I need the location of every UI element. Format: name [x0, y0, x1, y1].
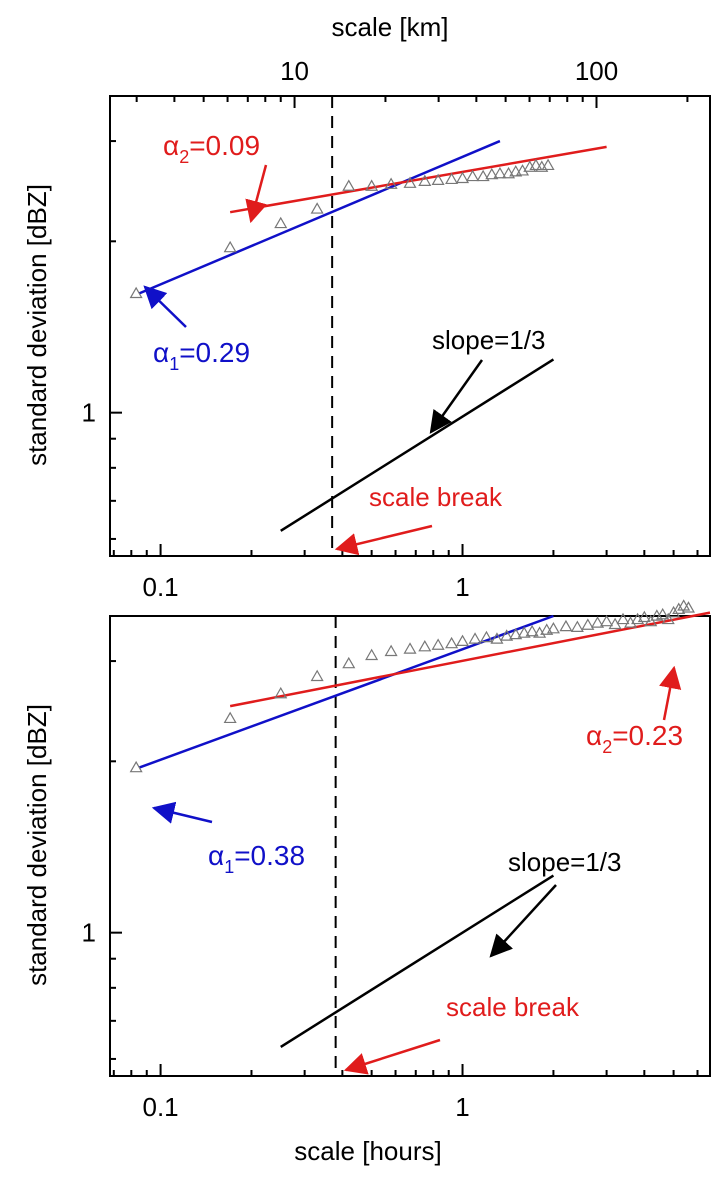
lower-data-point [418, 639, 432, 652]
upper-data-point [342, 179, 356, 191]
upper-data-point [476, 169, 490, 182]
lower-data-point [129, 760, 143, 773]
x-axis-title: scale [hours] [294, 1136, 441, 1166]
lower-data-point [403, 642, 417, 654]
lower-x-tick-label: 1 [455, 1092, 469, 1122]
upper-data-point [485, 167, 499, 180]
upper-data-point [129, 286, 143, 299]
upper-slope-label: slope=1/3 [432, 325, 545, 355]
upper-data-points [129, 158, 555, 299]
top-axis-title: scale [km] [331, 12, 448, 42]
upper-data-point [384, 177, 398, 189]
lower-data-point [672, 602, 686, 614]
upper-y-tick-label: 1 [82, 398, 96, 428]
upper-data-point [418, 174, 432, 186]
upper-fit-lines [138, 139, 607, 532]
upper-alpha1-arrow [143, 285, 187, 328]
lower-data-point [559, 619, 573, 632]
upper-data-point [493, 166, 507, 179]
lower-data-point [591, 616, 605, 628]
lower-data-point [546, 621, 560, 634]
lower-data-point [570, 620, 584, 632]
upper-slope-arrow [429, 359, 484, 434]
upper-alpha1-label: α1=0.29 [153, 337, 250, 374]
lower-slope-label: slope=1/3 [508, 847, 621, 877]
lower-y-axis-title: standard deviation [dBZ] [22, 704, 52, 986]
lower-data-point [525, 624, 539, 637]
lower-fit-lines [138, 611, 711, 1048]
upper-data-point [431, 173, 445, 186]
lower-data-point [342, 656, 356, 669]
lower-data-point [310, 669, 324, 682]
upper-alpha2-label: α2=0.09 [163, 130, 260, 167]
upper-data-point [445, 172, 459, 185]
top-km-tick-label: 100 [575, 56, 618, 86]
upper-panel: 0.1 1 1 10 100 α2=0.09 α1=0.29 slope=1/3 sca… [22, 56, 711, 602]
lower-data-point [468, 632, 482, 644]
lower-alpha2-arrow [659, 665, 682, 721]
lower-fit-line-1 [229, 611, 711, 708]
lower-data-point [644, 614, 658, 627]
lower-alpha2-label: α2=0.23 [586, 720, 683, 757]
lower-data-point [445, 636, 459, 649]
lower-data-point [517, 626, 531, 638]
lower-slope-arrow [489, 884, 557, 958]
upper-scale-break-arrow [334, 524, 433, 556]
lower-alpha1-label: α1=0.38 [208, 840, 305, 877]
lower-data-point [667, 605, 681, 618]
upper-ticks: 0.1 1 1 10 100 [82, 56, 699, 602]
upper-fit-line-1 [229, 145, 607, 214]
lower-data-point [479, 630, 493, 643]
upper-x-tick-label: 0.1 [142, 572, 178, 602]
upper-data-point [466, 169, 480, 182]
lower-scale-break-label: scale break [446, 992, 580, 1022]
lower-data-point [500, 629, 514, 641]
upper-data-point [509, 165, 523, 177]
upper-data-point [223, 240, 237, 253]
lower-data-point [637, 610, 651, 623]
lower-plot-frame [109, 615, 711, 1077]
lower-data-point [365, 648, 379, 661]
lower-data-point [490, 632, 504, 644]
top-km-tick-label: 10 [280, 56, 309, 86]
lower-data-point [581, 618, 595, 630]
lower-data-point [384, 644, 398, 657]
lower-data-point [600, 614, 614, 627]
upper-data-point [541, 158, 555, 171]
upper-plot-frame [109, 95, 711, 557]
upper-x-tick-label: 1 [455, 572, 469, 602]
lower-data-point [455, 634, 470, 647]
upper-data-point [365, 179, 379, 191]
upper-data-point [529, 158, 543, 171]
lower-panel: 0.1 1 1 α2=0.23 α1=0.38 slope=1/3 scale br… [22, 599, 711, 1122]
lower-data-point [223, 711, 237, 724]
upper-fit-line-2 [280, 358, 555, 532]
upper-y-axis-title: standard deviation [dBZ] [22, 184, 52, 466]
upper-data-point [274, 216, 288, 229]
lower-ticks: 0.1 1 1 [82, 660, 699, 1122]
lower-alpha1-arrow [151, 801, 213, 824]
lower-data-point [661, 612, 675, 625]
upper-data-point [455, 171, 470, 184]
upper-data-point [403, 176, 417, 188]
lower-data-point [681, 601, 695, 613]
upper-scale-break-label: scale break [369, 482, 503, 512]
lower-data-point [431, 638, 445, 650]
upper-data-point [310, 202, 324, 214]
lower-fit-line-0 [138, 614, 554, 769]
lower-data-point [274, 686, 288, 699]
lower-data-points [129, 599, 695, 773]
lower-data-point [616, 612, 630, 625]
lower-scale-break-arrow [343, 1038, 441, 1075]
lower-fit-line-2 [280, 874, 555, 1048]
upper-alpha2-arrow [245, 164, 268, 224]
lower-data-point [656, 607, 670, 620]
lower-x-tick-label: 0.1 [142, 1092, 178, 1122]
upper-fit-line-0 [138, 139, 501, 295]
lower-y-tick-label: 1 [82, 918, 96, 948]
lower-data-point [509, 627, 523, 640]
